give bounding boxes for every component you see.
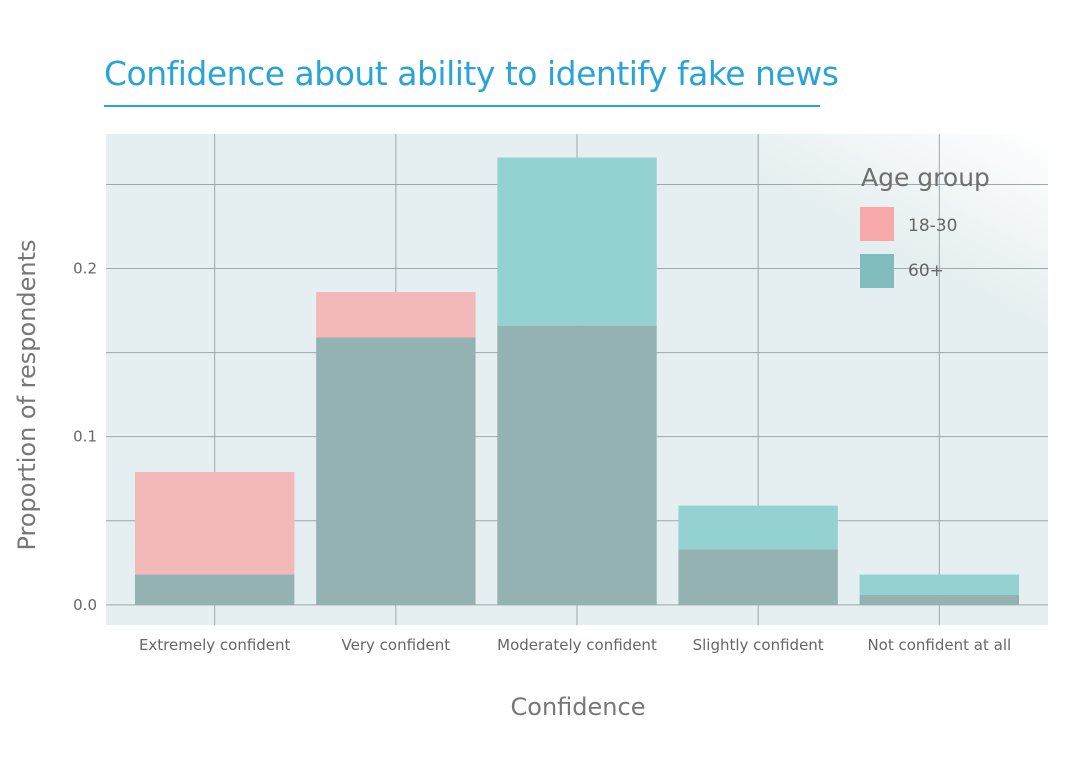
x-tick-label: Very confident [342, 636, 451, 654]
bar-overlap-2 [497, 325, 657, 605]
x-tick-label: Moderately confident [497, 636, 657, 654]
bar-overlap-4 [859, 594, 1020, 605]
legend-swatch-60plus [860, 254, 894, 288]
legend-background [760, 134, 1048, 364]
chart-title: Confidence about ability to identify fak… [104, 54, 839, 93]
y-tick-label: 0.0 [73, 596, 97, 614]
bar-60plus-3 [678, 505, 838, 550]
bar-overlap-0 [134, 574, 295, 605]
y-axis-label: Proportion of respondents [13, 239, 41, 550]
x-tick-label: Extremely confident [139, 636, 291, 654]
legend-title: Age group [861, 163, 990, 192]
legend-swatch-18-30 [860, 207, 894, 241]
y-tick-label: 0.1 [73, 428, 97, 446]
y-tick-label: 0.2 [73, 260, 97, 278]
bar-18-30-1 [316, 292, 476, 338]
x-axis-label: Confidence [511, 693, 646, 721]
legend-label-18-30: 18-30 [908, 216, 957, 236]
bar-overlap-3 [678, 549, 838, 605]
legend-label-60plus: 60+ [908, 261, 944, 281]
bar-overlap-1 [316, 337, 476, 605]
bar-60plus-2 [497, 157, 657, 326]
bar-60plus-4 [859, 574, 1020, 595]
x-tick-label: Slightly confident [693, 636, 824, 654]
bar-18-30-0 [134, 471, 295, 575]
x-tick-label: Not confident at all [867, 636, 1011, 654]
title-underline [104, 105, 820, 107]
